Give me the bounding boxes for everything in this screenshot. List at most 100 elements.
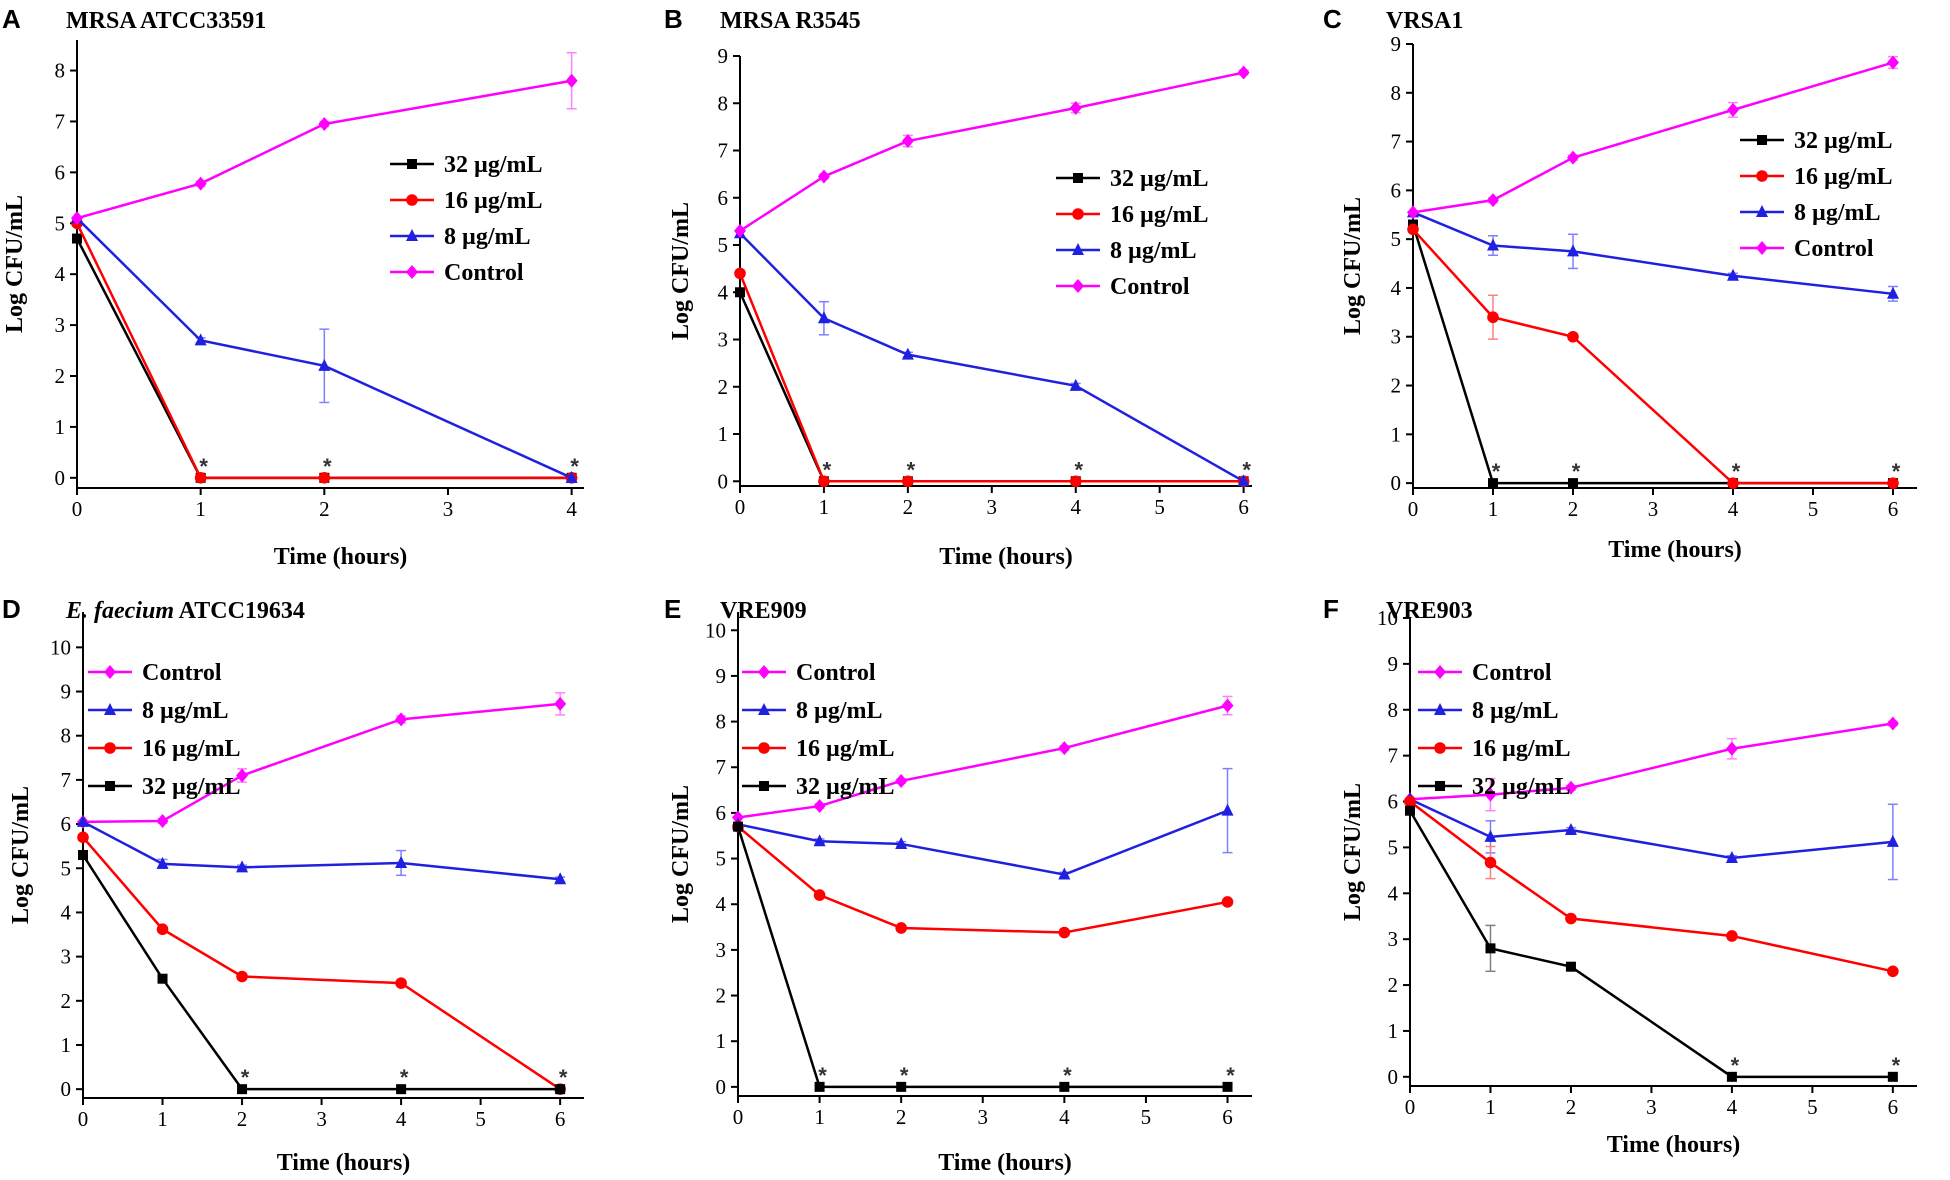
y-tick-label: 1 — [1388, 1019, 1399, 1043]
x-tick-label: 6 — [1888, 1095, 1899, 1119]
x-tick-label: 4 — [1727, 1095, 1738, 1119]
legend-item-16-ug-ml: 16 µg/mL — [1418, 736, 1571, 762]
legend-label: Control — [1794, 236, 1874, 262]
data-point — [896, 1081, 907, 1092]
legend-label: 16 µg/mL — [1794, 164, 1893, 190]
y-tick-label: 1 — [716, 1029, 727, 1053]
legend-marker — [1072, 279, 1084, 293]
y-tick-label: 8 — [61, 724, 72, 748]
panel-letter: A — [2, 4, 21, 34]
data-point — [156, 856, 169, 869]
y-tick-label: 9 — [718, 44, 729, 68]
y-tick-label: 3 — [716, 938, 727, 962]
data-point — [1484, 787, 1497, 802]
x-tick-label: 3 — [987, 495, 998, 519]
x-tick-label: 1 — [1488, 497, 1499, 521]
data-point — [1887, 477, 1899, 489]
legend-marker — [758, 665, 770, 679]
chart-panel-f: F VRE903 0 1 2 3 4 5 6 0 1 2 3 4 5 6 7 8 9 10 Time (hours) Lo… — [1323, 594, 1917, 1158]
series-32-ug-ml — [78, 850, 566, 1095]
y-tick-label: 9 — [1388, 652, 1399, 676]
legend: Control 8 µg/mL 16 µg/mL 32 µg/mL — [742, 660, 895, 800]
x-axis-label: Time (hours) — [277, 1150, 411, 1176]
x-tick-label: 2 — [1568, 497, 1579, 521]
significance-star: * — [400, 1065, 409, 1090]
series-line — [737, 809, 1228, 876]
data-point — [1058, 867, 1071, 880]
data-point — [1487, 238, 1499, 251]
chart-panel-b: B MRSA R3545 0 1 2 3 4 5 6 0 1 2 3 4 5 6 7 8 9 Time (hours)… — [664, 4, 1252, 570]
x-tick-label: 1 — [195, 497, 206, 521]
x-tick-label: 2 — [896, 1105, 907, 1129]
series-line — [76, 79, 572, 220]
y-tick-label: 10 — [50, 635, 71, 659]
panel-letter: B — [664, 4, 683, 34]
y-tick-label: 5 — [1388, 835, 1399, 859]
series-control — [734, 65, 1250, 238]
x-axis-label: Time (hours) — [274, 544, 408, 570]
significance-star: * — [907, 457, 916, 482]
legend-item-8-ug-ml: 8 µg/mL — [1740, 200, 1881, 226]
series-line — [76, 217, 573, 479]
panel-letter: E — [664, 594, 681, 624]
legend-marker — [759, 781, 769, 791]
legend-marker — [105, 781, 115, 791]
legend-item-32-ug-ml: 32 µg/mL — [390, 152, 543, 178]
series-line — [1409, 798, 1893, 860]
data-point — [1485, 943, 1496, 954]
series-32-ug-ml — [735, 287, 1249, 487]
x-tick-label: 0 — [735, 495, 746, 519]
x-tick-label: 4 — [1070, 495, 1081, 519]
y-tick-label: 3 — [61, 945, 72, 969]
y-axis-label: Log CFU/mL — [668, 785, 694, 923]
data-point — [1488, 478, 1498, 489]
significance-star: * — [1242, 457, 1251, 482]
y-tick-label: 2 — [61, 989, 72, 1013]
y-tick-label: 2 — [718, 375, 729, 399]
y-tick-label: 0 — [55, 466, 66, 490]
data-point — [1726, 930, 1738, 942]
data-point — [818, 475, 830, 488]
legend-label: 8 µg/mL — [444, 224, 531, 250]
data-point — [1565, 912, 1577, 925]
y-tick-label: 2 — [1388, 973, 1399, 997]
y-tick-label: 6 — [55, 160, 66, 184]
data-point — [396, 1084, 407, 1095]
data-point — [395, 977, 407, 989]
legend-item-control: Control — [1418, 660, 1552, 686]
x-tick-label: 3 — [1648, 497, 1659, 521]
legend-item-32-ug-ml: 32 µg/mL — [1740, 128, 1893, 154]
y-axis-label: Log CFU/mL — [1340, 197, 1366, 335]
series-line — [82, 820, 561, 881]
data-point — [1725, 741, 1738, 756]
data-point — [1487, 193, 1499, 208]
x-tick-label: 2 — [319, 497, 330, 521]
significance-star: * — [241, 1065, 250, 1090]
data-point — [156, 923, 169, 936]
x-tick-label: 4 — [1728, 497, 1739, 521]
legend-marker — [406, 194, 418, 206]
legend-marker — [1757, 135, 1767, 145]
series-16-ug-ml — [77, 831, 566, 1095]
significance-star: * — [818, 1063, 827, 1088]
legend-item-16-ug-ml: 16 µg/mL — [1740, 164, 1893, 190]
y-tick-label: 2 — [1391, 374, 1402, 398]
panel-letter: D — [2, 594, 21, 624]
data-point — [1069, 378, 1082, 391]
y-tick-label: 4 — [1391, 276, 1402, 300]
legend-item-8-ug-ml: 8 µg/mL — [88, 698, 229, 724]
series-line — [1409, 800, 1894, 973]
legend-label: Control — [1472, 660, 1552, 686]
x-tick-label: 5 — [475, 1107, 486, 1131]
series-control — [71, 51, 578, 226]
series-16-ug-ml — [1404, 795, 1899, 978]
legend-label: 32 µg/mL — [796, 774, 895, 800]
data-point — [1567, 330, 1579, 343]
legend-label: Control — [142, 660, 222, 686]
data-point — [77, 814, 89, 827]
x-tick-label: 5 — [1141, 1105, 1152, 1129]
x-tick-label: 3 — [316, 1107, 327, 1131]
data-point — [1222, 1081, 1233, 1092]
data-point — [78, 850, 88, 860]
legend-item-32-ug-ml: 32 µg/mL — [1418, 774, 1571, 800]
